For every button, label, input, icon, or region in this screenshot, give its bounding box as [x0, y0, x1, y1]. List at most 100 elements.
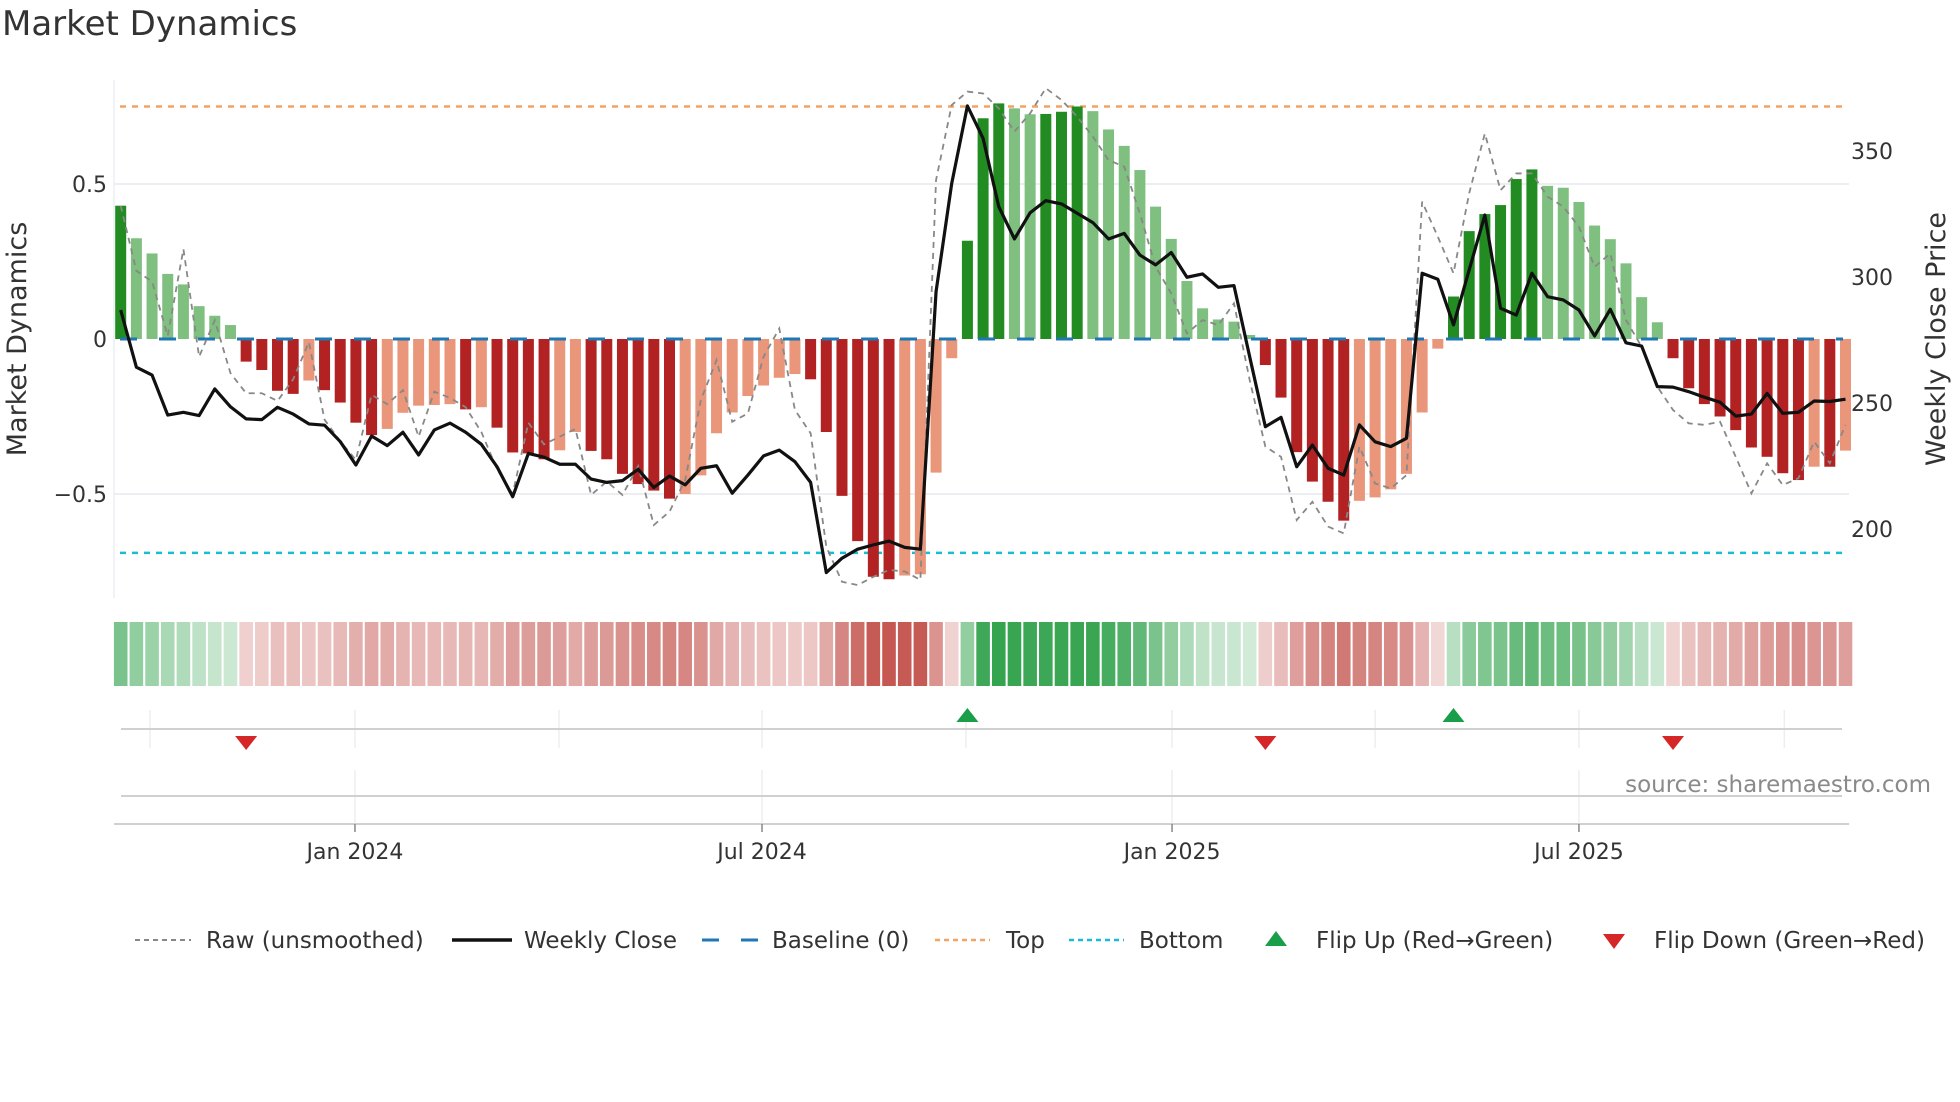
legend-bottom-label: Bottom: [1139, 928, 1223, 954]
dynamics-bar: [1479, 214, 1491, 339]
heatmap-cell: [678, 622, 692, 686]
dynamics-bar: [648, 339, 660, 491]
source-watermark: source: sharemaestro.com: [1625, 772, 1931, 798]
dynamics-bar: [742, 339, 754, 397]
y2-tick-label: 250: [1851, 392, 1893, 417]
heatmap-cell: [1117, 622, 1132, 686]
dynamics-bar: [1353, 339, 1365, 501]
dynamics-bar: [475, 339, 487, 408]
heatmap-cell: [521, 622, 536, 686]
heatmap-cell: [396, 622, 410, 686]
dynamics-bar: [1777, 339, 1789, 474]
heatmap-cell: [490, 622, 504, 686]
heatmap-cell: [1039, 622, 1053, 686]
dynamics-bar: [679, 339, 691, 494]
heatmap-cell: [866, 622, 881, 686]
heatmap-cell: [1007, 622, 1022, 686]
dynamics-bar: [711, 339, 723, 434]
heatmap-cell: [552, 622, 567, 686]
heatmap-cell: [584, 622, 598, 686]
dynamics-bar: [1118, 145, 1130, 339]
heatmap-cell: [176, 622, 191, 686]
heatmap-cell: [991, 622, 1006, 686]
heatmap-cell: [427, 622, 442, 686]
heatmap-cell: [192, 622, 206, 686]
heatmap-cell: [1493, 622, 1508, 686]
dynamics-bar: [1008, 108, 1020, 339]
heatmap-cell: [1101, 622, 1116, 686]
heatmap-cell: [1540, 622, 1555, 686]
dynamics-bar: [961, 240, 973, 339]
heatmap-cell: [1509, 622, 1524, 686]
y-axis-label: Market Dynamics: [2, 222, 33, 457]
dynamics-bar: [1040, 113, 1052, 339]
heatmap-cell: [1352, 622, 1367, 686]
legend-close-label: Weekly Close: [524, 928, 677, 954]
heatmap-cell: [1023, 622, 1037, 686]
heatmap-cell: [1446, 622, 1461, 686]
heatmap-cell: [1728, 622, 1743, 686]
dynamics-bar: [946, 339, 958, 359]
dynamics-bar: [413, 339, 425, 406]
dynamics-bar: [664, 339, 675, 499]
dynamics-bar: [1385, 339, 1397, 490]
dynamics-bar: [836, 339, 848, 496]
heatmap-cell: [239, 622, 253, 686]
legend-raw-label: Raw (unsmoothed): [206, 928, 424, 954]
dynamics-bar: [1103, 129, 1115, 339]
heatmap-cell: [1838, 622, 1853, 686]
dynamics-bar: [240, 339, 252, 362]
y-tick-label: −0.5: [54, 483, 107, 508]
heatmap-cell: [788, 622, 802, 686]
heatmap-cell: [113, 622, 128, 686]
dynamics-bar: [1620, 263, 1632, 339]
heatmap-cell: [1634, 622, 1649, 686]
dynamics-bar: [930, 339, 942, 473]
dynamics-bar: [616, 339, 628, 474]
heatmap-cell: [1321, 622, 1335, 686]
heatmap-cell: [223, 622, 238, 686]
flip-down-marker: [235, 736, 258, 750]
heatmap-cell: [741, 622, 755, 686]
dynamics-bar: [758, 339, 770, 386]
dynamics-bar: [1416, 339, 1428, 413]
dynamics-bar: [1165, 238, 1177, 339]
dynamics-bar: [115, 205, 127, 339]
dynamics-bar: [601, 339, 613, 460]
legend-flip-down-icon: [1603, 934, 1625, 949]
dynamics-bar: [899, 339, 911, 576]
dynamics-bar: [1322, 339, 1334, 502]
heatmap-cell: [443, 622, 457, 686]
heatmap-cell: [1415, 622, 1429, 686]
heatmap-cell: [835, 622, 849, 686]
dynamics-bar: [883, 339, 895, 580]
dynamics-bar: [1840, 339, 1851, 451]
dynamics-bar: [1526, 169, 1538, 339]
heatmap-cell: [929, 622, 943, 686]
dynamics-bar: [1667, 339, 1679, 359]
dynamics-bar: [177, 284, 189, 339]
dynamics-bar: [1463, 231, 1475, 339]
heatmap-cell: [505, 622, 520, 686]
heatmap-cell: [1823, 622, 1837, 686]
dynamics-bar: [1212, 319, 1224, 339]
dynamics-bar: [852, 339, 864, 542]
dynamics-bar: [820, 339, 832, 432]
heatmap-cell: [317, 622, 332, 686]
heatmap-cell: [129, 622, 144, 686]
heatmap-cell: [255, 622, 269, 686]
heatmap-cell: [1760, 622, 1774, 686]
dynamics-bar: [1448, 296, 1459, 339]
heatmap-cell: [944, 622, 959, 686]
dynamics-bar: [805, 339, 817, 380]
dynamics-bar: [554, 339, 566, 451]
heatmap-cell: [333, 622, 348, 686]
dynamics-bar: [1730, 339, 1742, 431]
heatmap-cell: [882, 622, 896, 686]
flip-down-marker: [1254, 736, 1277, 750]
heatmap-cell: [537, 622, 551, 686]
dynamics-bar: [1024, 114, 1036, 339]
dynamics-bar: [1150, 206, 1162, 339]
dynamics-bar: [569, 339, 581, 432]
weekly-close-line: [119, 104, 1846, 575]
